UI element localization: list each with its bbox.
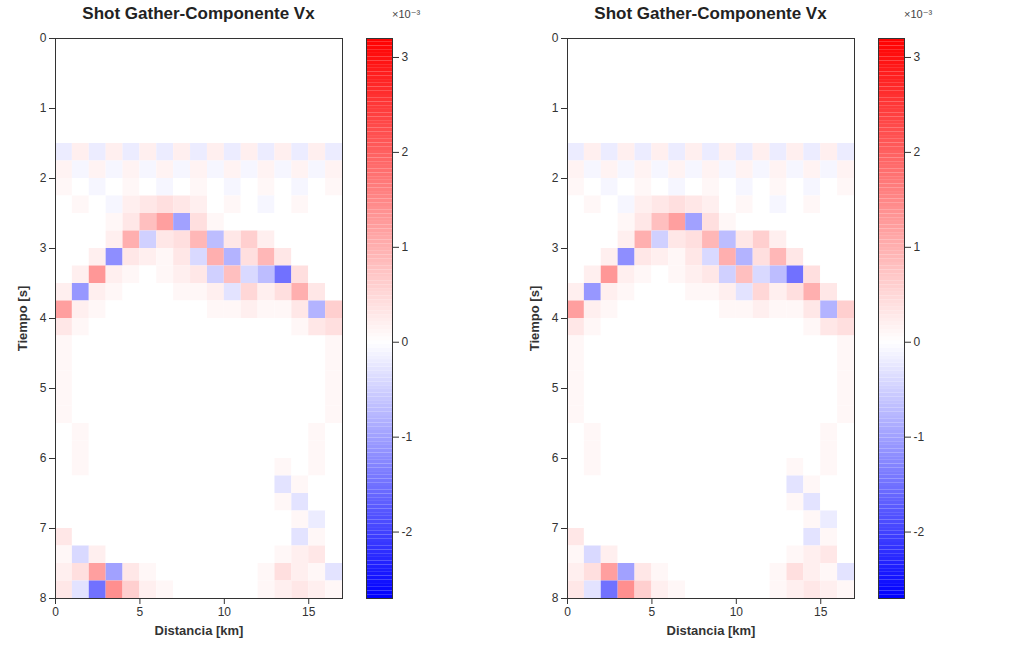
svg-text:1: 1 (402, 240, 409, 254)
svg-text:5: 5 (137, 605, 144, 619)
svg-text:3: 3 (40, 241, 47, 255)
svg-text:6: 6 (40, 451, 47, 465)
svg-text:4: 4 (40, 311, 47, 325)
svg-text:0: 0 (552, 31, 559, 45)
svg-text:-2: -2 (402, 525, 413, 539)
svg-text:0: 0 (402, 335, 409, 349)
svg-text:15: 15 (302, 605, 316, 619)
svg-text:7: 7 (552, 521, 559, 535)
svg-text:-1: -1 (914, 430, 925, 444)
svg-text:3: 3 (914, 50, 921, 64)
svg-text:2: 2 (552, 171, 559, 185)
svg-text:5: 5 (552, 381, 559, 395)
svg-text:8: 8 (40, 591, 47, 605)
svg-text:7: 7 (40, 521, 47, 535)
svg-text:8: 8 (552, 591, 559, 605)
html-text:×10⁻³: ×10⁻³ (392, 8, 421, 20)
svg-text:5: 5 (649, 605, 656, 619)
svg-text:10: 10 (218, 605, 232, 619)
svg-text:0: 0 (564, 605, 571, 619)
svg-text:2: 2 (914, 145, 921, 159)
svg-text:Distancia [km]: Distancia [km] (155, 623, 244, 638)
html-text:×10⁻³: ×10⁻³ (904, 8, 933, 20)
svg-text:Tiempo [s]: Tiempo [s] (15, 286, 30, 352)
svg-text:0: 0 (40, 31, 47, 45)
svg-text:-2: -2 (914, 525, 925, 539)
svg-text:-1: -1 (402, 430, 413, 444)
svg-text:0: 0 (914, 335, 921, 349)
svg-text:6: 6 (552, 451, 559, 465)
svg-text:2: 2 (402, 145, 409, 159)
svg-text:Distancia [km]: Distancia [km] (667, 623, 756, 638)
html-text:Shot Gather-Componente Vx: Shot Gather-Componente Vx (82, 4, 315, 23)
svg-text:2: 2 (40, 171, 47, 185)
svg-text:1: 1 (552, 101, 559, 115)
svg-text:4: 4 (552, 311, 559, 325)
html-text:Shot Gather-Componente Vx: Shot Gather-Componente Vx (594, 4, 827, 23)
svg-text:1: 1 (40, 101, 47, 115)
svg-text:10: 10 (730, 605, 744, 619)
svg-text:3: 3 (402, 50, 409, 64)
svg-text:1: 1 (914, 240, 921, 254)
svg-text:3: 3 (552, 241, 559, 255)
svg-text:Tiempo [s]: Tiempo [s] (527, 286, 542, 352)
svg-text:0: 0 (52, 605, 59, 619)
svg-text:5: 5 (40, 381, 47, 395)
svg-text:15: 15 (814, 605, 828, 619)
